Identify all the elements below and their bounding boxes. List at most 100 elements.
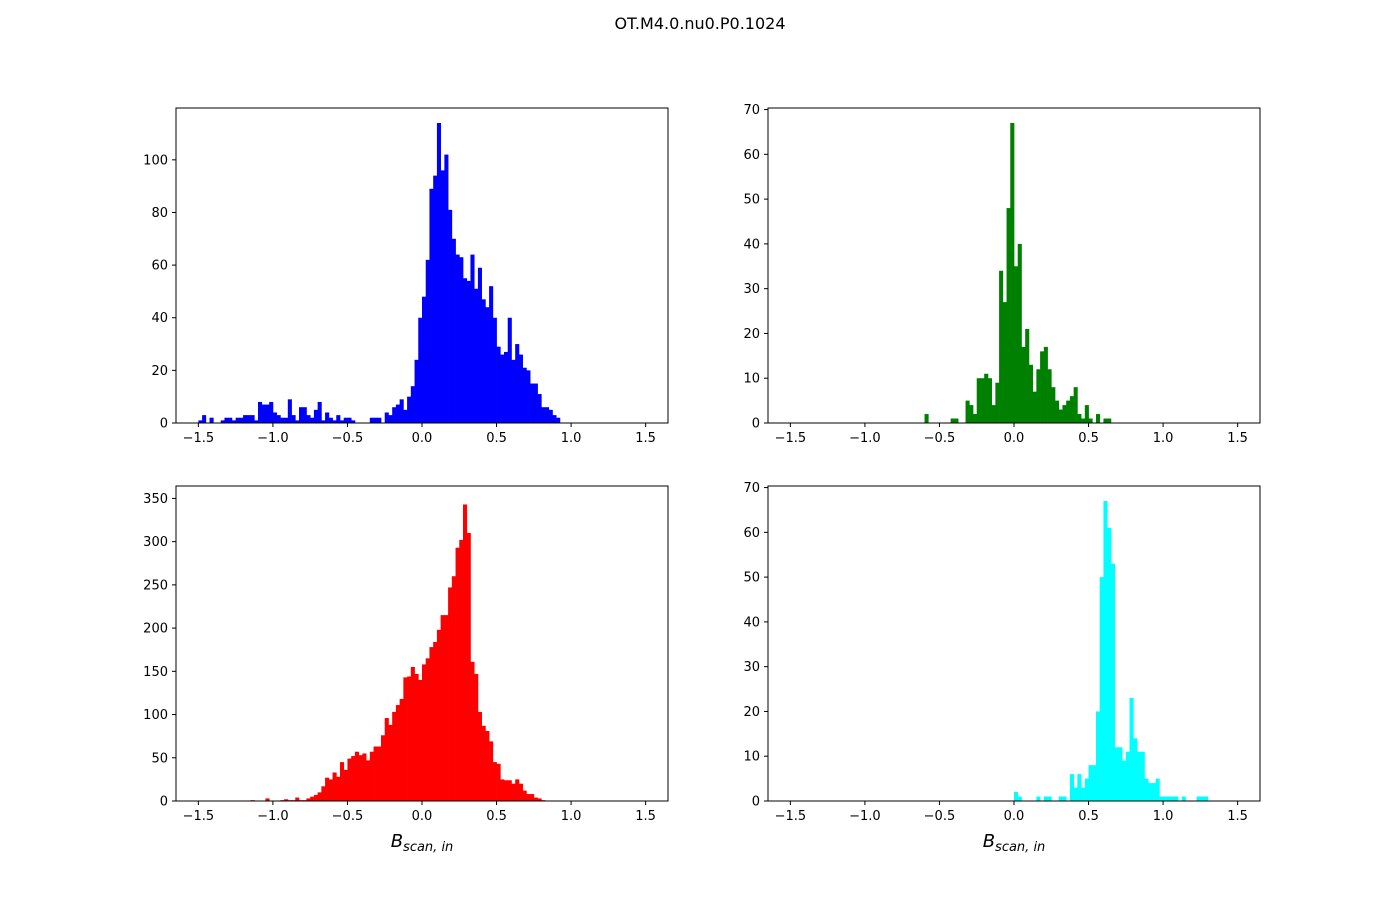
histogram-bar	[1107, 527, 1112, 801]
histogram-bar	[518, 354, 523, 423]
y-tick-label: 20	[743, 327, 760, 342]
histogram-bar	[444, 154, 449, 423]
histogram-bar	[1096, 711, 1101, 801]
x-tick-label: −0.5	[924, 809, 956, 824]
histogram-bar	[1163, 796, 1168, 801]
histogram-bar	[1133, 738, 1138, 801]
histogram-bar	[410, 386, 415, 423]
histogram-bar	[395, 705, 400, 801]
histogram-bar	[313, 794, 318, 801]
histogram-bar	[392, 407, 397, 423]
x-tick-label: 0.0	[412, 431, 433, 446]
histogram-bar	[980, 378, 985, 423]
histogram-bar	[485, 730, 490, 801]
histogram-bar	[291, 415, 296, 423]
histogram-bar	[463, 278, 468, 423]
histogram-bar	[1014, 792, 1019, 801]
histogram-bar	[976, 378, 981, 423]
histogram-bar	[354, 751, 359, 801]
histogram-bar	[1196, 796, 1201, 801]
histogram-bar	[1062, 405, 1067, 423]
histogram-bar	[384, 412, 389, 423]
histogram-bar	[984, 373, 989, 423]
histogram-bar	[250, 415, 255, 423]
x-tick-label: 0.5	[486, 809, 507, 824]
histogram-bar	[1107, 418, 1112, 423]
x-tick-label: −0.5	[332, 431, 364, 446]
histogram-bar	[429, 188, 434, 423]
histogram-bar	[459, 539, 464, 801]
y-tick-label: 100	[143, 153, 168, 168]
histogram-bar	[522, 790, 527, 801]
x-tick-label: 1.5	[635, 431, 656, 446]
histogram-bar	[556, 417, 561, 423]
x-tick-label: 0.5	[486, 431, 507, 446]
histogram-bar	[246, 415, 251, 423]
subplot-4: −1.5 −1.0 −0.5 0.0 0.5 1.0 1.5 0 10 20 30 40 50 60 70 B…	[743, 481, 1261, 855]
y-tick-label: 70	[743, 103, 760, 118]
subplot-2: −1.5 −1.0 −0.5 0.0 0.5 1.0 1.5 0 10 20 30 40 50 60 70	[743, 103, 1261, 446]
histogram-bar	[343, 417, 348, 423]
histogram-bar	[1092, 765, 1097, 801]
histogram-bar	[489, 286, 494, 423]
histogram-bar	[526, 794, 531, 801]
histogram-bar	[395, 404, 400, 423]
histogram-bar	[269, 401, 274, 423]
x-tick-label: −1.0	[257, 431, 289, 446]
histogram-bar	[969, 405, 974, 423]
histogram-bar	[1125, 751, 1130, 801]
x-tick-label: 0.5	[1078, 809, 1099, 824]
histogram-bar	[284, 417, 289, 423]
histogram-bar	[202, 415, 207, 423]
y-tick-label: 350	[143, 492, 168, 507]
histogram-bar	[481, 299, 486, 423]
histogram-bar	[220, 420, 225, 423]
histogram-bar	[1014, 266, 1019, 423]
histogram-bar	[466, 280, 471, 423]
histogram-bar	[1010, 123, 1015, 423]
histogram-bar	[1114, 747, 1119, 801]
histogram-bar	[418, 317, 423, 423]
histogram-bar	[1073, 387, 1078, 423]
y-tick-label: 0	[160, 417, 168, 432]
histogram-bar	[265, 798, 270, 801]
histogram-bar	[313, 409, 318, 423]
histogram-bar	[310, 796, 315, 801]
histogram-bars	[1014, 501, 1209, 801]
histogram-bar	[459, 257, 464, 423]
histogram-bar	[377, 746, 382, 801]
histogram-bar	[481, 725, 486, 801]
histogram-bar	[369, 417, 374, 423]
histogram-bar	[235, 417, 240, 423]
histogram-bar	[284, 799, 289, 801]
histogram-bar	[1200, 796, 1205, 801]
x-tick-label: −1.0	[849, 809, 881, 824]
histogram-bar	[489, 741, 494, 801]
histogram-bar	[328, 779, 333, 801]
y-tick-label: 30	[743, 282, 760, 297]
y-tick-label: 80	[151, 206, 168, 221]
histogram-bar	[198, 420, 203, 423]
histogram-bar	[924, 414, 929, 423]
y-tick-label: 60	[743, 148, 760, 163]
histogram-bar	[347, 758, 352, 801]
histogram-bar	[384, 718, 389, 801]
histogram-bar	[1084, 405, 1089, 423]
y-tick-label: 300	[143, 535, 168, 550]
histogram-bar	[492, 762, 497, 801]
histogram-bar	[537, 798, 542, 801]
histogram-bars	[198, 123, 561, 423]
histogram-bar	[1047, 369, 1052, 423]
x-tick-label: −1.5	[775, 809, 807, 824]
histogram-bar	[1006, 208, 1011, 423]
y-tick-label: 60	[743, 526, 760, 541]
histogram-bar	[1043, 346, 1048, 423]
x-tick-label: −1.5	[183, 431, 215, 446]
histogram-bar	[451, 238, 456, 423]
histogram-bar	[243, 415, 248, 423]
x-tick-label: 1.5	[1227, 809, 1248, 824]
histogram-bar	[1047, 796, 1052, 801]
histogram-bar	[403, 677, 408, 801]
y-tick-label: 200	[143, 622, 168, 637]
